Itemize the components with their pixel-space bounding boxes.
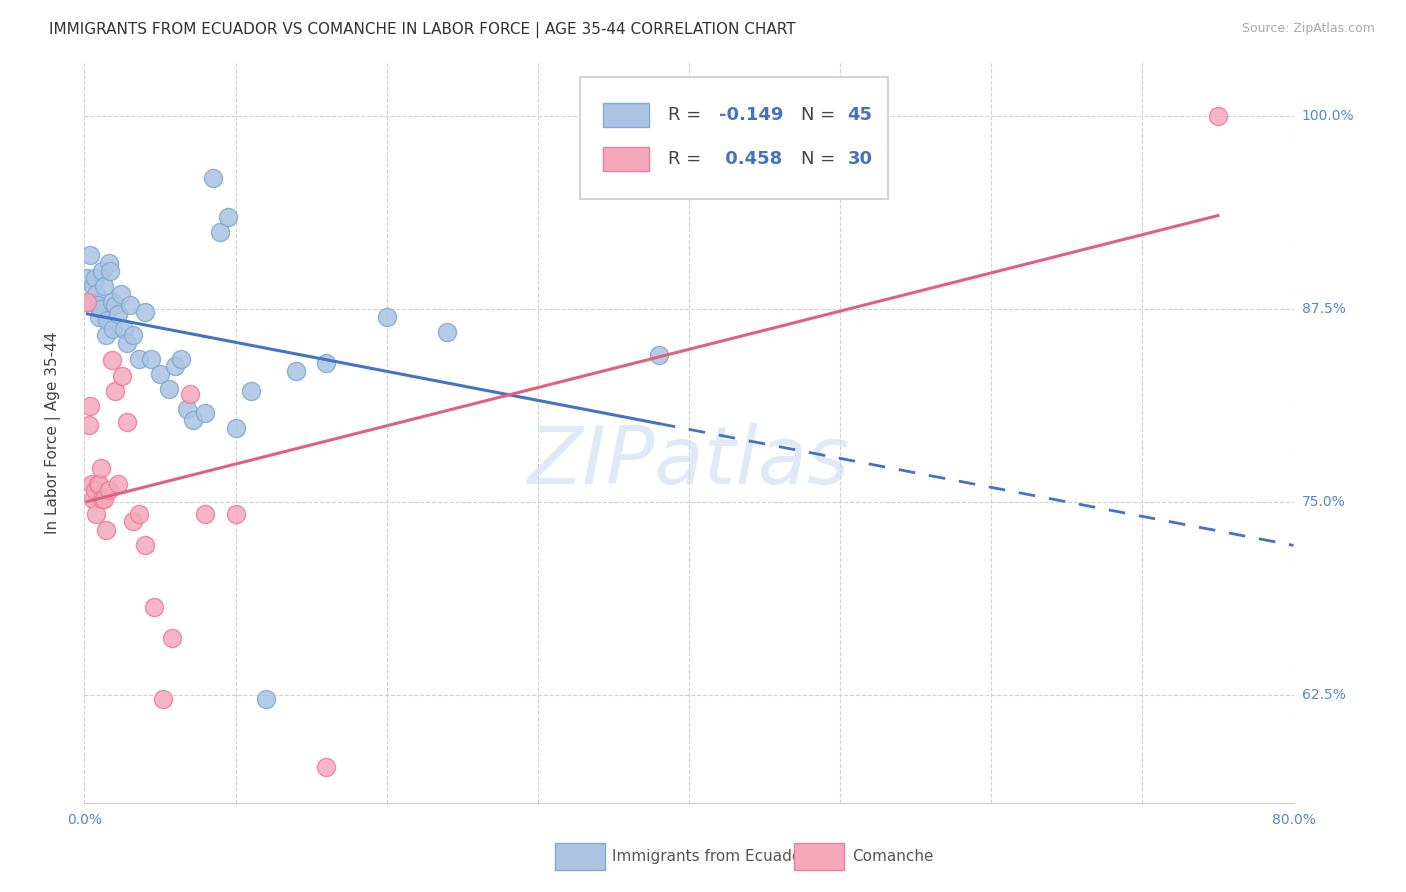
Point [97,483,120,497]
Point [115,336,138,351]
Text: IMMIGRANTS FROM ECUADOR VS COMANCHE IN LABOR FORCE | AGE 35-44 CORRELATION CHART: IMMIGRANTS FROM ECUADOR VS COMANCHE IN L… [49,22,796,38]
Point [254,692,277,706]
Point [194,406,217,420]
Point [90,461,112,475]
Point [94,328,117,343]
Point [110,286,132,301]
Point [149,367,172,381]
Point [101,322,124,336]
Text: 75.0%: 75.0% [1302,495,1346,509]
Point [285,364,308,378]
Point [86,286,108,301]
Point [104,384,127,398]
Point [170,351,193,366]
Point [100,294,122,309]
Text: -0.149: -0.149 [720,106,783,124]
Text: N =: N = [801,106,841,124]
Point [181,413,204,427]
Point [209,225,232,239]
Point [111,368,134,383]
Text: N =: N = [801,150,841,168]
Point [152,692,174,706]
Point [79,248,101,262]
Text: R =: R = [668,150,707,168]
Point [194,508,217,522]
Point [84,271,107,285]
Point [217,210,239,224]
Point [90,302,112,317]
Point [436,326,458,340]
Point [80,294,103,309]
Point [121,514,143,528]
Point [176,402,198,417]
Point [134,305,156,319]
Point [118,297,141,311]
Point [142,599,165,614]
Point [79,400,101,414]
Point [165,359,187,374]
Point [76,294,98,309]
Point [89,310,111,324]
Y-axis label: In Labor Force | Age 35-44: In Labor Force | Age 35-44 [45,332,60,533]
Point [89,476,111,491]
Point [139,351,162,366]
Point [82,491,104,506]
Text: Source: ZipAtlas.com: Source: ZipAtlas.com [1241,22,1375,36]
Text: 87.5%: 87.5% [1302,302,1346,317]
Text: Comanche: Comanche [852,849,934,863]
Point [77,417,100,432]
Point [94,523,117,537]
FancyBboxPatch shape [581,78,889,200]
Point [157,383,180,397]
Point [315,760,337,774]
Point [115,415,138,429]
Point [96,313,118,327]
Text: 100.0%: 100.0% [1302,110,1354,123]
Point [225,421,247,435]
Point [201,171,224,186]
Point [648,349,671,363]
Point [128,351,150,366]
Point [91,263,114,277]
Point [239,384,262,398]
Point [100,353,122,368]
Point [107,307,129,321]
Point [107,476,129,491]
Point [98,263,121,277]
Bar [603,147,650,170]
Point [84,483,107,497]
Point [93,491,115,506]
Point [86,508,108,522]
Bar [603,103,650,127]
Point [82,279,104,293]
Point [80,476,103,491]
Text: 30: 30 [848,150,872,168]
Text: 0.458: 0.458 [720,150,782,168]
Point [134,538,156,552]
Point [97,256,120,270]
Text: 62.5%: 62.5% [1302,688,1346,702]
Point [179,387,201,401]
Text: ZIPatlas: ZIPatlas [527,423,851,501]
Text: R =: R = [668,106,707,124]
Point [225,508,247,522]
Point [93,279,115,293]
Point [315,356,337,370]
Point [87,297,110,311]
Point [76,271,98,285]
Text: Immigrants from Ecuador: Immigrants from Ecuador [612,849,807,863]
Point [160,631,183,645]
Point [91,491,114,506]
Text: 45: 45 [848,106,872,124]
Point [104,297,127,311]
Point [375,310,398,324]
Point [112,322,135,336]
Point [121,328,143,343]
Point [128,508,150,522]
Point [1206,110,1229,124]
Point [87,476,110,491]
